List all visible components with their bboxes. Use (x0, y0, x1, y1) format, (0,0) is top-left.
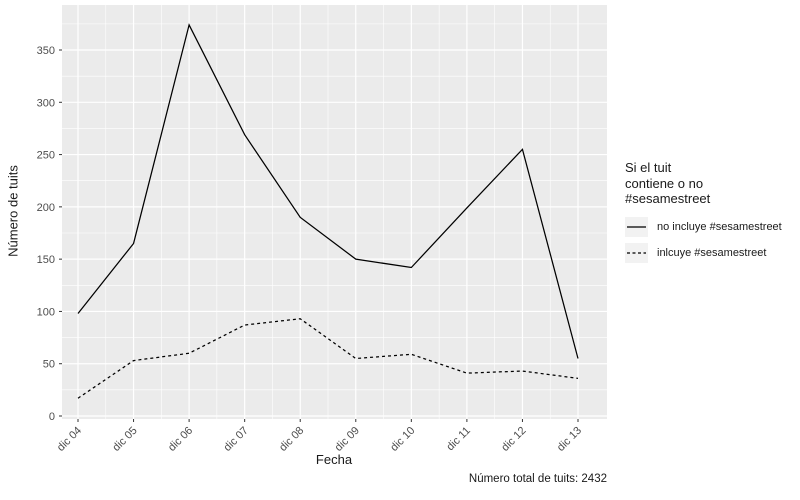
x-tick-label: dic 07 (222, 425, 251, 454)
legend-item-incluye: inlcuye #sesamestreet (625, 242, 782, 263)
y-tick-label: 350 (37, 45, 55, 57)
x-tick-label: dic 06 (166, 425, 195, 454)
x-tick-label: dic 12 (499, 425, 528, 454)
x-tick-label: dic 13 (555, 425, 584, 454)
y-tick-label: 250 (37, 150, 55, 162)
x-tick-label: dic 08 (277, 425, 306, 454)
legend-key-dashed (625, 242, 648, 263)
x-tick-label: dic 11 (444, 425, 473, 454)
legend-key-solid (625, 216, 648, 237)
y-tick-label: 50 (43, 359, 55, 371)
x-axis-title: Fecha (315, 452, 353, 467)
legend-title: Si el tuit contiene o no #sesamestreet (625, 160, 711, 206)
y-axis-title: Número de tuits (5, 165, 21, 257)
x-tick-label: dic 10 (388, 425, 417, 454)
y-tick-label: 300 (37, 97, 55, 109)
series-line-no-incluye (77, 23, 579, 359)
legend-item-no-incluye: no incluye #sesamestreet (625, 216, 782, 237)
legend-label-incluye: inlcuye #sesamestreet (657, 246, 767, 259)
y-tick-label: 100 (37, 306, 55, 318)
x-tick-label: dic 04 (55, 425, 84, 454)
x-tick-label: dic 09 (333, 425, 362, 454)
y-tick-label: 0 (49, 411, 55, 423)
series-line-incluye (77, 318, 579, 399)
dashed-line-sample-icon (627, 251, 646, 254)
solid-line-sample-icon (627, 225, 646, 228)
caption-total-tuits: Número total de tuits: 2432 (468, 473, 607, 485)
y-tick-label: 150 (37, 254, 55, 266)
legend: Si el tuit contiene o no #sesamestreet n… (625, 160, 782, 269)
panel-background (62, 5, 607, 419)
legend-label-no-incluye: no incluye #sesamestreet (657, 220, 782, 233)
y-tick-label: 200 (37, 202, 55, 214)
x-tick-label: dic 05 (110, 425, 139, 454)
